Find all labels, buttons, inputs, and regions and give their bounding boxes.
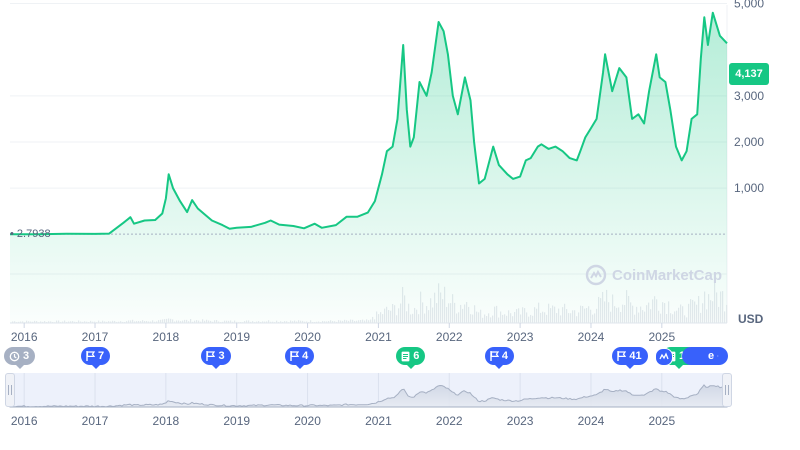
start-price-prefix: • bbox=[10, 228, 17, 240]
flag-icon bbox=[206, 351, 216, 361]
badge-pointer bbox=[406, 365, 415, 369]
navigator-x-tick-label: 2025 bbox=[648, 414, 675, 428]
coin-logo-icon bbox=[655, 348, 673, 366]
history-icon bbox=[9, 351, 20, 361]
navigator-x-tick-label: 2016 bbox=[11, 414, 38, 428]
navigator-x-axis: 2016 2017 2018 2019 2020 2021 2022 2023 2024 2025 bbox=[11, 414, 676, 428]
badge-pointer bbox=[212, 365, 221, 369]
badge-pointer bbox=[675, 365, 684, 369]
event-badge-count: 7 bbox=[98, 350, 105, 362]
flag-icon bbox=[490, 351, 499, 361]
start-price-label: • 2.7938 bbox=[10, 228, 51, 240]
event-badge-count: 3 bbox=[23, 350, 30, 362]
chevron-right-icon bbox=[717, 355, 719, 357]
badge-pointer bbox=[495, 365, 504, 369]
event-badge-flag[interactable]: 4 bbox=[484, 347, 514, 369]
y-tick-label: 2,000 bbox=[734, 135, 764, 149]
badge-pointer bbox=[295, 365, 304, 369]
y-tick-label: 3,000 bbox=[734, 89, 764, 103]
x-tick-label: 2023 bbox=[507, 330, 534, 344]
flag-icon bbox=[290, 351, 300, 361]
event-badge-count: 4 bbox=[501, 350, 508, 362]
x-tick-label: 2021 bbox=[365, 330, 392, 344]
flag-icon bbox=[617, 351, 627, 361]
event-badge-flag[interactable]: 4 bbox=[285, 347, 315, 369]
watermark-text: CoinMarketCap bbox=[612, 266, 723, 284]
x-tick-label: 2019 bbox=[223, 330, 250, 344]
event-badge-flag[interactable]: 3 bbox=[201, 347, 231, 369]
flag-icon bbox=[86, 351, 96, 361]
x-tick-label: 2018 bbox=[153, 330, 180, 344]
event-badge-doc[interactable]: 6 bbox=[396, 347, 426, 369]
navigator-x-tick-label: 2022 bbox=[436, 414, 463, 428]
y-axis: 1,000 2,000 3,000 5,000 bbox=[734, 0, 764, 195]
current-price-badge: 4,137 bbox=[729, 63, 769, 85]
navigator-x-tick-label: 2019 bbox=[223, 414, 250, 428]
event-badge-flag[interactable]: 7 bbox=[81, 347, 111, 369]
navigator-x-tick-label: 2024 bbox=[578, 414, 605, 428]
price-line[interactable] bbox=[10, 11, 728, 236]
navigator-right-handle[interactable] bbox=[722, 373, 732, 407]
document-icon bbox=[401, 351, 410, 361]
x-tick-label: 2022 bbox=[436, 330, 463, 344]
x-tick-label: 2020 bbox=[294, 330, 321, 344]
y-tick-label: 5,000 bbox=[734, 0, 764, 11]
event-badge-count: 4 bbox=[302, 350, 309, 362]
event-badge-flag[interactable]: 41 bbox=[612, 347, 648, 369]
current-price-value: 4,137 bbox=[735, 68, 763, 80]
badge-pointer bbox=[626, 365, 635, 369]
event-badge-count: 6 bbox=[413, 350, 420, 362]
navigator-x-tick-label: 2021 bbox=[365, 414, 392, 428]
more-events-button[interactable]: e bbox=[682, 347, 728, 365]
price-area bbox=[10, 12, 727, 323]
event-badge-history[interactable]: 3 bbox=[4, 347, 36, 369]
navigator-x-tick-label: 2017 bbox=[82, 414, 109, 428]
navigator-left-handle[interactable] bbox=[5, 373, 15, 407]
event-badge-count: 41 bbox=[629, 350, 642, 362]
more-events-label: e bbox=[708, 350, 715, 362]
x-tick-label: 2024 bbox=[578, 330, 605, 344]
watermark: CoinMarketCap bbox=[585, 264, 722, 286]
x-tick-label: 2017 bbox=[82, 330, 109, 344]
navigator-x-tick-label: 2023 bbox=[507, 414, 534, 428]
start-price-value: 2.7938 bbox=[16, 228, 51, 240]
x-tick-label: 2016 bbox=[11, 330, 38, 344]
x-tick-label: 2025 bbox=[648, 330, 675, 344]
navigator-area bbox=[9, 384, 728, 408]
badge-pointer bbox=[91, 365, 100, 369]
y-tick-label: 1,000 bbox=[734, 181, 764, 195]
badge-pointer bbox=[15, 365, 24, 369]
x-axis: 2016 2017 2018 2019 2020 2021 2022 2023 2024 2025 bbox=[11, 323, 675, 344]
coinmarketcap-logo-icon bbox=[585, 264, 607, 286]
navigator-x-tick-label: 2020 bbox=[294, 414, 321, 428]
currency-label: USD bbox=[738, 312, 764, 326]
event-badge-count: 3 bbox=[218, 350, 225, 362]
navigator-x-tick-label: 2018 bbox=[153, 414, 180, 428]
